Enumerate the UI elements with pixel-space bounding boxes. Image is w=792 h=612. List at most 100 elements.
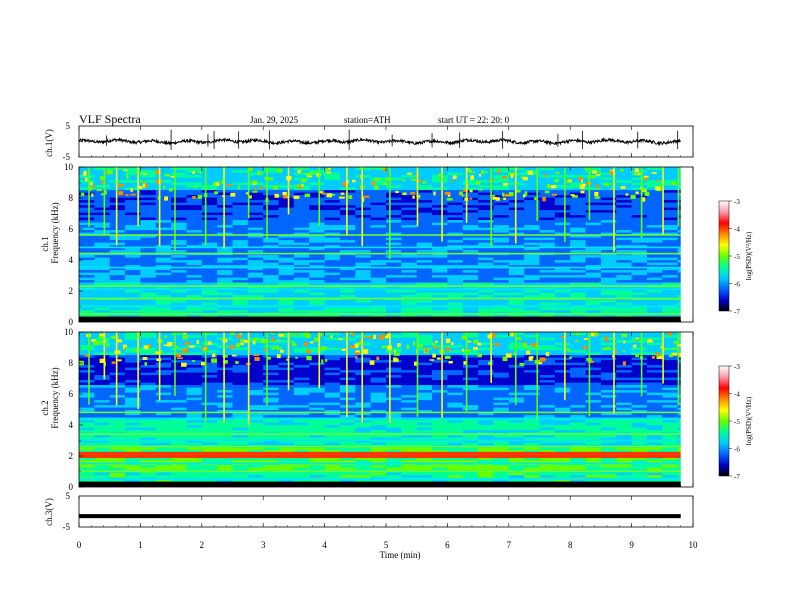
spec1-cell bbox=[493, 294, 510, 298]
spec1-cell bbox=[432, 229, 448, 233]
spec1-sferic bbox=[204, 167, 207, 246]
spec2-cell bbox=[232, 369, 249, 373]
spec1-cell bbox=[416, 227, 433, 231]
spec1-cell bbox=[79, 174, 95, 178]
spec2-cell bbox=[616, 377, 633, 381]
spec1-cell bbox=[339, 242, 356, 246]
spec1-cell bbox=[401, 179, 418, 183]
spec2-cell bbox=[646, 379, 663, 383]
spec2-cell bbox=[232, 379, 249, 383]
spec1-cell bbox=[171, 294, 188, 298]
spec2-cell bbox=[140, 442, 157, 446]
spec2-cell bbox=[94, 382, 111, 386]
spec1-cell bbox=[416, 294, 433, 298]
spec1-cell bbox=[600, 222, 617, 226]
spec1-cell bbox=[478, 259, 495, 263]
spec2-cell bbox=[309, 412, 326, 416]
spec2-cell bbox=[186, 374, 203, 378]
spec2-cell bbox=[79, 357, 95, 361]
spec1-speckle bbox=[481, 170, 484, 175]
spec2-cell bbox=[79, 364, 95, 368]
spec1-cell bbox=[585, 222, 602, 226]
spec2-cell bbox=[478, 409, 495, 413]
spec1-cell bbox=[508, 279, 525, 283]
spec1-cell bbox=[447, 314, 464, 318]
spec1-speckle bbox=[501, 176, 507, 179]
spec1-cell bbox=[432, 214, 448, 218]
spec1-cell bbox=[539, 282, 556, 286]
spec1-cell bbox=[646, 219, 663, 223]
spec1-cell bbox=[570, 239, 587, 243]
spec2-cell bbox=[125, 467, 141, 471]
spec1-cell bbox=[539, 274, 556, 278]
spec1-cell bbox=[309, 167, 326, 171]
spec1-cell bbox=[585, 229, 602, 233]
spec2-cell bbox=[171, 369, 188, 373]
spec2-cell bbox=[232, 389, 249, 393]
spec2-cell bbox=[217, 384, 234, 388]
spec1-cell bbox=[478, 182, 495, 186]
spec1-cell bbox=[432, 219, 448, 223]
spec2-cell bbox=[662, 399, 679, 403]
spec1-cell bbox=[201, 167, 218, 171]
spec2-cell bbox=[508, 359, 525, 363]
spec2-cell bbox=[355, 379, 372, 383]
spec1-cell bbox=[432, 184, 448, 188]
spec2-cell bbox=[217, 404, 234, 408]
spec2-cell bbox=[493, 387, 510, 391]
spec2-cell bbox=[493, 374, 510, 378]
spec1-cell bbox=[79, 212, 95, 216]
spec2-cell bbox=[339, 362, 356, 366]
spec2-cell bbox=[109, 457, 126, 461]
spec2-cell bbox=[570, 379, 587, 383]
spec2-cell bbox=[478, 467, 495, 471]
spec1-cell bbox=[631, 294, 648, 298]
spec1-cell bbox=[125, 277, 141, 281]
spec2-cell bbox=[585, 424, 602, 428]
spec2-cell bbox=[309, 402, 326, 406]
spec1-cell bbox=[432, 187, 448, 191]
spec2-cell bbox=[339, 382, 356, 386]
spec1-cell bbox=[416, 212, 433, 216]
spec1-cell bbox=[171, 234, 188, 238]
spec2-cell bbox=[263, 382, 280, 386]
spec2-cell bbox=[585, 457, 602, 461]
spec2-cell bbox=[125, 399, 141, 403]
spec2-cell bbox=[524, 362, 541, 366]
spec1-cell bbox=[370, 214, 387, 218]
spec1-cell bbox=[201, 224, 218, 228]
spec1-cell bbox=[217, 214, 234, 218]
spec1-cell bbox=[386, 289, 402, 293]
spec1-cell bbox=[524, 192, 541, 196]
spec1-cell bbox=[324, 199, 341, 203]
spec1-cell bbox=[386, 187, 402, 191]
spec1-speckle bbox=[620, 186, 626, 189]
spec1-cell bbox=[631, 212, 648, 216]
spec1-cell bbox=[140, 197, 157, 201]
spec1-cell bbox=[478, 269, 495, 273]
spec2-cell bbox=[324, 457, 341, 461]
spec2-cell bbox=[109, 367, 126, 371]
spec1-cell bbox=[585, 262, 602, 266]
spec2-cell bbox=[539, 459, 556, 463]
spec2-cell bbox=[339, 404, 356, 408]
spec2-cell bbox=[155, 459, 172, 463]
spec1-cell bbox=[508, 292, 525, 296]
spec1-cell bbox=[355, 244, 372, 248]
spec1-cell bbox=[263, 217, 280, 221]
spec2-cell bbox=[293, 362, 310, 366]
spec2-cell bbox=[171, 399, 188, 403]
spec1-cell bbox=[447, 269, 464, 273]
spec1-cell bbox=[585, 247, 602, 251]
spec2-cell bbox=[524, 467, 541, 471]
spec1-cell bbox=[662, 269, 679, 273]
spec1-cell bbox=[600, 194, 617, 198]
spec1-cell bbox=[493, 189, 510, 193]
spec1-cell bbox=[217, 194, 234, 198]
spec1-cell bbox=[263, 277, 280, 281]
spec2-cell bbox=[585, 399, 602, 403]
spec1-cell bbox=[247, 302, 264, 306]
spec1-cell bbox=[171, 224, 188, 228]
spec1-sferic bbox=[266, 167, 268, 240]
spec1-cell bbox=[570, 267, 587, 271]
